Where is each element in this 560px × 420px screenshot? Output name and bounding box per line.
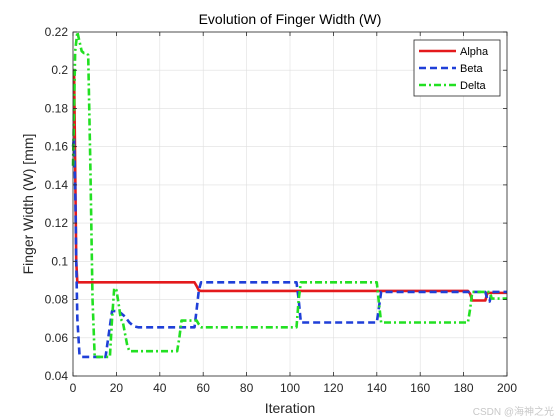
series-layer <box>71 30 507 359</box>
legend-label-delta: Delta <box>460 80 487 92</box>
legend-label-alpha: Alpha <box>460 46 489 58</box>
chart-title: Evolution of Finger Width (W) <box>199 11 382 27</box>
y-tick-label: 0.14 <box>45 178 69 192</box>
y-tick-label: 0.22 <box>45 25 69 39</box>
x-tick-label: 40 <box>153 381 167 395</box>
y-tick-label: 0.12 <box>45 216 69 230</box>
y-tick-label: 0.04 <box>45 369 69 383</box>
x-tick-label: 140 <box>367 381 387 395</box>
x-tick-label: 60 <box>197 381 211 395</box>
x-tick-label: 80 <box>240 381 254 395</box>
legend-box <box>413 39 501 97</box>
x-axis-title: Iteration <box>265 400 316 416</box>
y-tick-label: 0.06 <box>45 331 69 345</box>
series-line-delta <box>71 30 507 359</box>
y-axis-title: Finger Width (W) [mm] <box>20 134 36 275</box>
series-line-beta <box>71 135 507 359</box>
x-tick-labels: 0 20 40 60 80 100 120 140 160 180 200 <box>70 381 518 395</box>
legend-label-beta: Beta <box>460 63 484 75</box>
watermark: CSDN @海神之光 <box>472 407 554 418</box>
x-tick-label: 180 <box>454 381 474 395</box>
x-tick-label: 0 <box>70 381 77 395</box>
y-tick-label: 0.18 <box>45 101 69 115</box>
series-line-alpha <box>72 68 507 302</box>
y-tick-labels: 0.04 0.06 0.08 0.1 0.12 0.14 0.16 0.18 0.2 0.22 <box>45 25 69 383</box>
x-tick-label: 20 <box>110 381 124 395</box>
x-tick-label: 200 <box>497 381 517 395</box>
y-tick-label: 0.1 <box>51 254 68 268</box>
y-tick-label: 0.08 <box>45 293 69 307</box>
x-tick-label: 160 <box>410 381 430 395</box>
y-tick-label: 0.2 <box>51 63 68 77</box>
x-tick-label: 100 <box>280 381 300 395</box>
y-tick-label: 0.16 <box>45 140 69 154</box>
ticks <box>72 31 508 377</box>
legend: Alpha Beta Delta <box>413 39 501 97</box>
x-tick-label: 120 <box>323 381 343 395</box>
